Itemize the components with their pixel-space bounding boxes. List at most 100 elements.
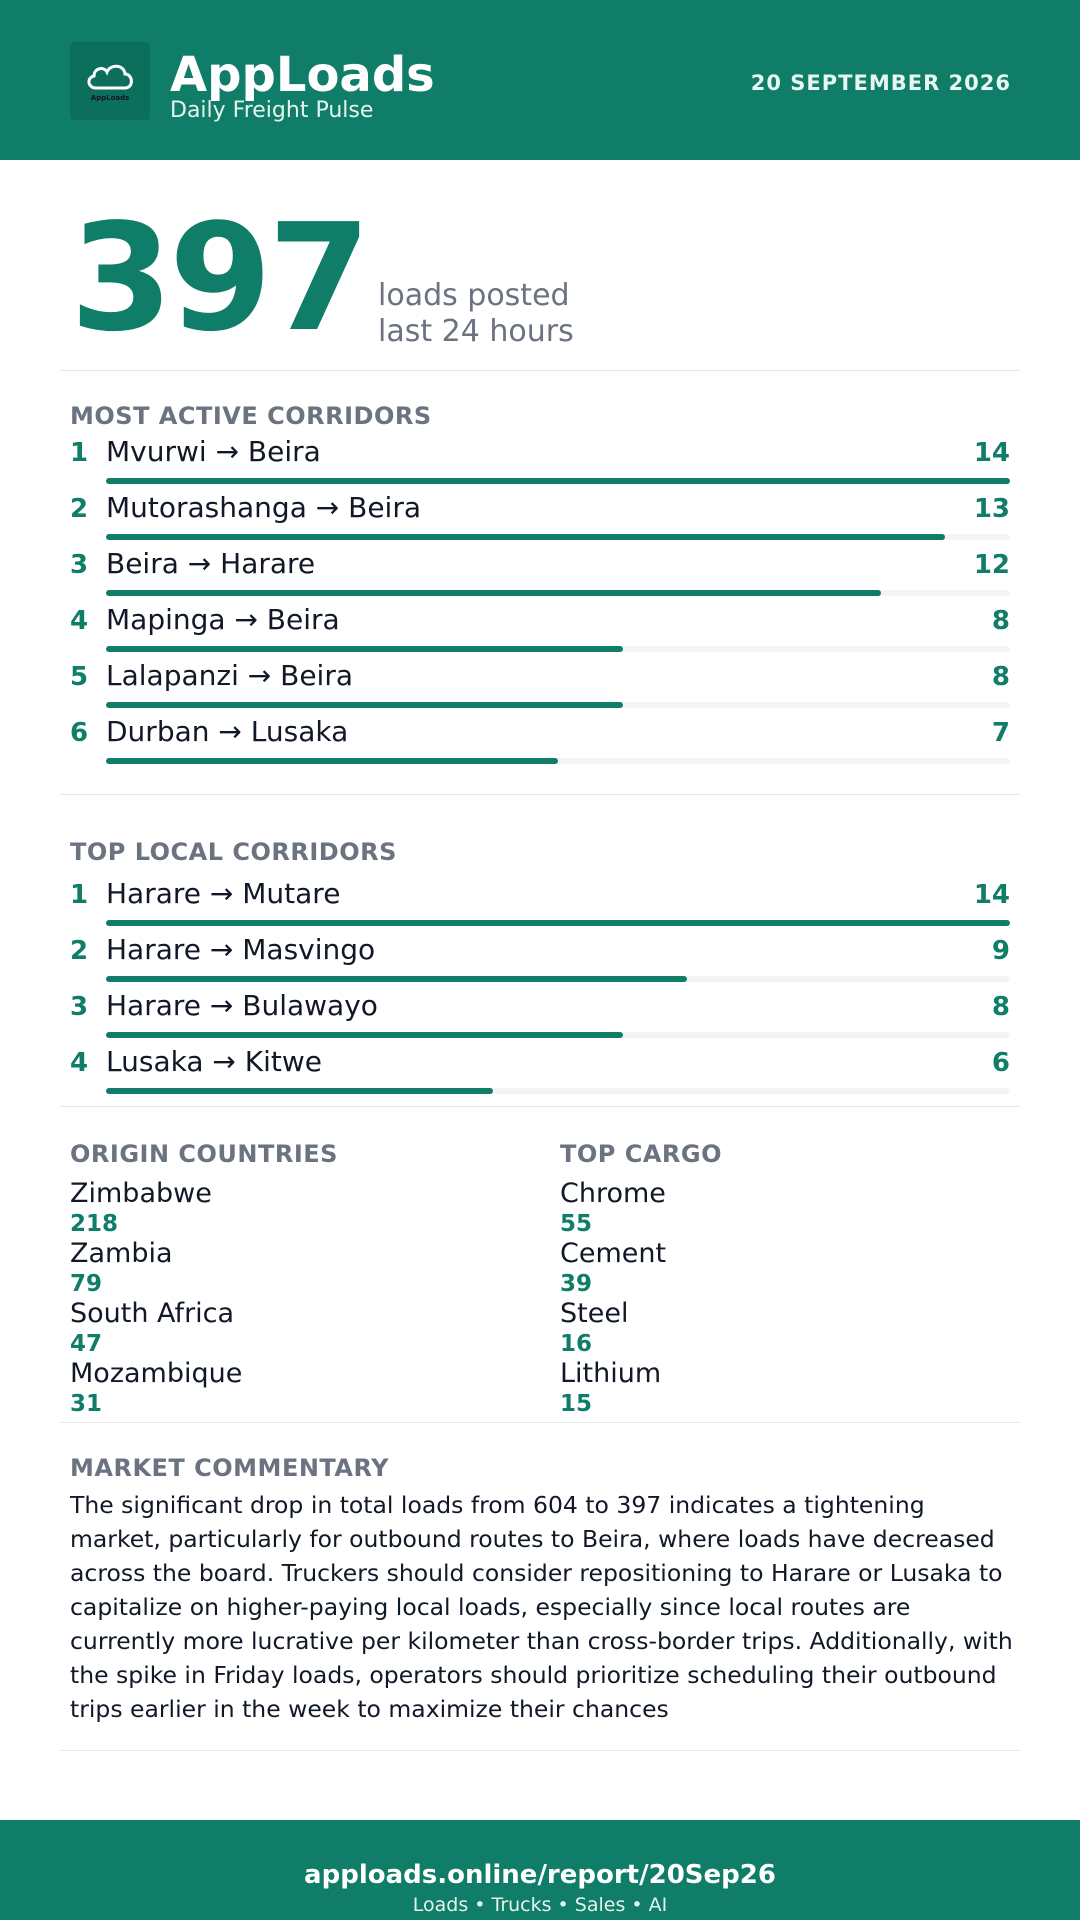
corridor-count: 13 (973, 494, 1010, 524)
stat-value: 218 (70, 1211, 119, 1237)
stat-value: 39 (560, 1271, 593, 1297)
corridor-bar-track (106, 590, 1010, 596)
corridor-row: 1 Mvurwi → Beira 14 (70, 434, 1010, 490)
commentary-title: MARKET COMMENTARY (70, 1454, 390, 1482)
footer-banner: apploads.online/report/20Sep26 Loads • T… (0, 1820, 1080, 1920)
corridor-name: Harare → Bulawayo (106, 989, 378, 1022)
corridor-rank: 5 (70, 662, 89, 692)
report-link[interactable]: apploads.online/report/20Sep26 (304, 1860, 776, 1890)
divider (60, 1750, 1020, 1751)
corridor-bar-fill (106, 920, 1010, 926)
stat-value: 31 (70, 1391, 103, 1417)
corridor-row: 2 Harare → Masvingo 9 (70, 932, 1010, 988)
corridor-count: 14 (973, 880, 1010, 910)
app-name: AppLoads (170, 47, 435, 103)
top-cargo-title: TOP CARGO (560, 1140, 722, 1168)
report-date: 20 SEPTEMBER 2026 (750, 71, 1011, 95)
corridor-bar-track (106, 920, 1010, 926)
footer-tagline: Loads • Trucks • Sales • AI (412, 1894, 668, 1916)
stat-name: Zambia (70, 1238, 173, 1269)
app-tagline: Daily Freight Pulse (170, 98, 374, 123)
corridor-bar-fill (106, 590, 881, 596)
corridor-bar-track (106, 702, 1010, 708)
corridor-bar-track (106, 758, 1010, 764)
corridor-count: 14 (973, 438, 1010, 468)
corridor-rank: 3 (70, 550, 89, 580)
origin-countries-section: ORIGIN COUNTRIES Zimbabwe 218 Zambia 79 Sout… (70, 1140, 510, 1418)
divider (60, 794, 1020, 795)
corridor-name: Mvurwi → Beira (106, 435, 321, 468)
corridor-rank: 1 (70, 438, 89, 468)
total-loads-label-line1: loads posted (378, 278, 570, 313)
stat-name: Zimbabwe (70, 1178, 212, 1209)
corridor-bar-fill (106, 1032, 623, 1038)
stat-name: Cement (560, 1238, 667, 1269)
corridor-bar-fill (106, 646, 623, 652)
corridor-row: 5 Lalapanzi → Beira 8 (70, 658, 1010, 714)
corridor-bar-fill (106, 478, 1010, 484)
corridor-name: Lusaka → Kitwe (106, 1045, 322, 1078)
corridor-count: 12 (973, 550, 1010, 580)
corridor-name: Durban → Lusaka (106, 715, 349, 748)
corridor-bar-track (106, 534, 1010, 540)
corridor-bar-track (106, 1088, 1010, 1094)
corridor-name: Harare → Masvingo (106, 933, 376, 966)
divider (60, 1422, 1020, 1423)
corridor-rank: 2 (70, 936, 89, 966)
origin-countries-title: ORIGIN COUNTRIES (70, 1140, 338, 1168)
corridor-bar-fill (106, 1088, 494, 1094)
header-banner: AppLoads AppLoads Daily Freight Pulse 20… (0, 0, 1080, 160)
top-local-title: TOP LOCAL CORRIDORS (70, 838, 397, 866)
divider (60, 370, 1020, 371)
corridor-name: Lalapanzi → Beira (106, 659, 353, 692)
app-logo: AppLoads (70, 42, 150, 120)
cloud-logo-icon: AppLoads (87, 64, 133, 102)
corridor-count: 6 (991, 1048, 1010, 1078)
corridor-count: 8 (991, 606, 1010, 636)
corridor-count: 7 (991, 718, 1010, 748)
origin-list: Zimbabwe 218 Zambia 79 South Africa 47 Mozambi… (70, 1178, 510, 1418)
commentary-text: The significant drop in total loads from… (70, 1491, 1013, 1723)
corridor-bar-track (106, 1032, 1010, 1038)
total-loads-label: loads posted last 24 hours (378, 278, 574, 350)
corridor-name: Mapinga → Beira (106, 603, 340, 636)
total-loads-label-line2: last 24 hours (378, 314, 574, 349)
stat-value: 16 (560, 1331, 593, 1357)
corridor-count: 8 (991, 662, 1010, 692)
corridor-rank: 3 (70, 992, 89, 1022)
corridor-row: 1 Harare → Mutare 14 (70, 876, 1010, 932)
corridor-bar-track (106, 478, 1010, 484)
corridor-row: 3 Beira → Harare 12 (70, 546, 1010, 602)
corridor-row: 4 Mapinga → Beira 8 (70, 602, 1010, 658)
stat-name: South Africa (70, 1298, 235, 1329)
stat-value: 79 (70, 1271, 103, 1297)
stat-name: Lithium (560, 1358, 662, 1389)
corridor-bar-fill (106, 758, 558, 764)
corridor-bar-fill (106, 534, 946, 540)
stat-name: Chrome (560, 1178, 666, 1209)
svg-text:AppLoads: AppLoads (91, 94, 130, 102)
stat-value: 47 (70, 1331, 103, 1357)
stat-value: 55 (560, 1211, 593, 1237)
corridor-name: Mutorashanga → Beira (106, 491, 421, 524)
corridor-rank: 6 (70, 718, 89, 748)
corridor-rank: 1 (70, 880, 89, 910)
corridor-bar-track (106, 976, 1010, 982)
stat-name: Mozambique (70, 1358, 243, 1389)
corridor-bar-fill (106, 976, 688, 982)
corridor-row: 2 Mutorashanga → Beira 13 (70, 490, 1010, 546)
corridor-rank: 4 (70, 1048, 89, 1078)
corridor-rank: 2 (70, 494, 89, 524)
corridor-name: Harare → Mutare (106, 877, 341, 910)
total-loads-value: 397 (70, 192, 371, 364)
corridor-count: 9 (991, 936, 1010, 966)
corridor-bar-fill (106, 702, 623, 708)
stat-value: 15 (560, 1391, 593, 1417)
corridor-rank: 4 (70, 606, 89, 636)
corridor-row: 4 Lusaka → Kitwe 6 (70, 1044, 1010, 1100)
corridor-count: 8 (991, 992, 1010, 1022)
corridor-row: 6 Durban → Lusaka 7 (70, 714, 1010, 770)
corridor-bar-track (106, 646, 1010, 652)
stat-name: Steel (560, 1298, 629, 1329)
most-active-title: MOST ACTIVE CORRIDORS (70, 402, 432, 430)
